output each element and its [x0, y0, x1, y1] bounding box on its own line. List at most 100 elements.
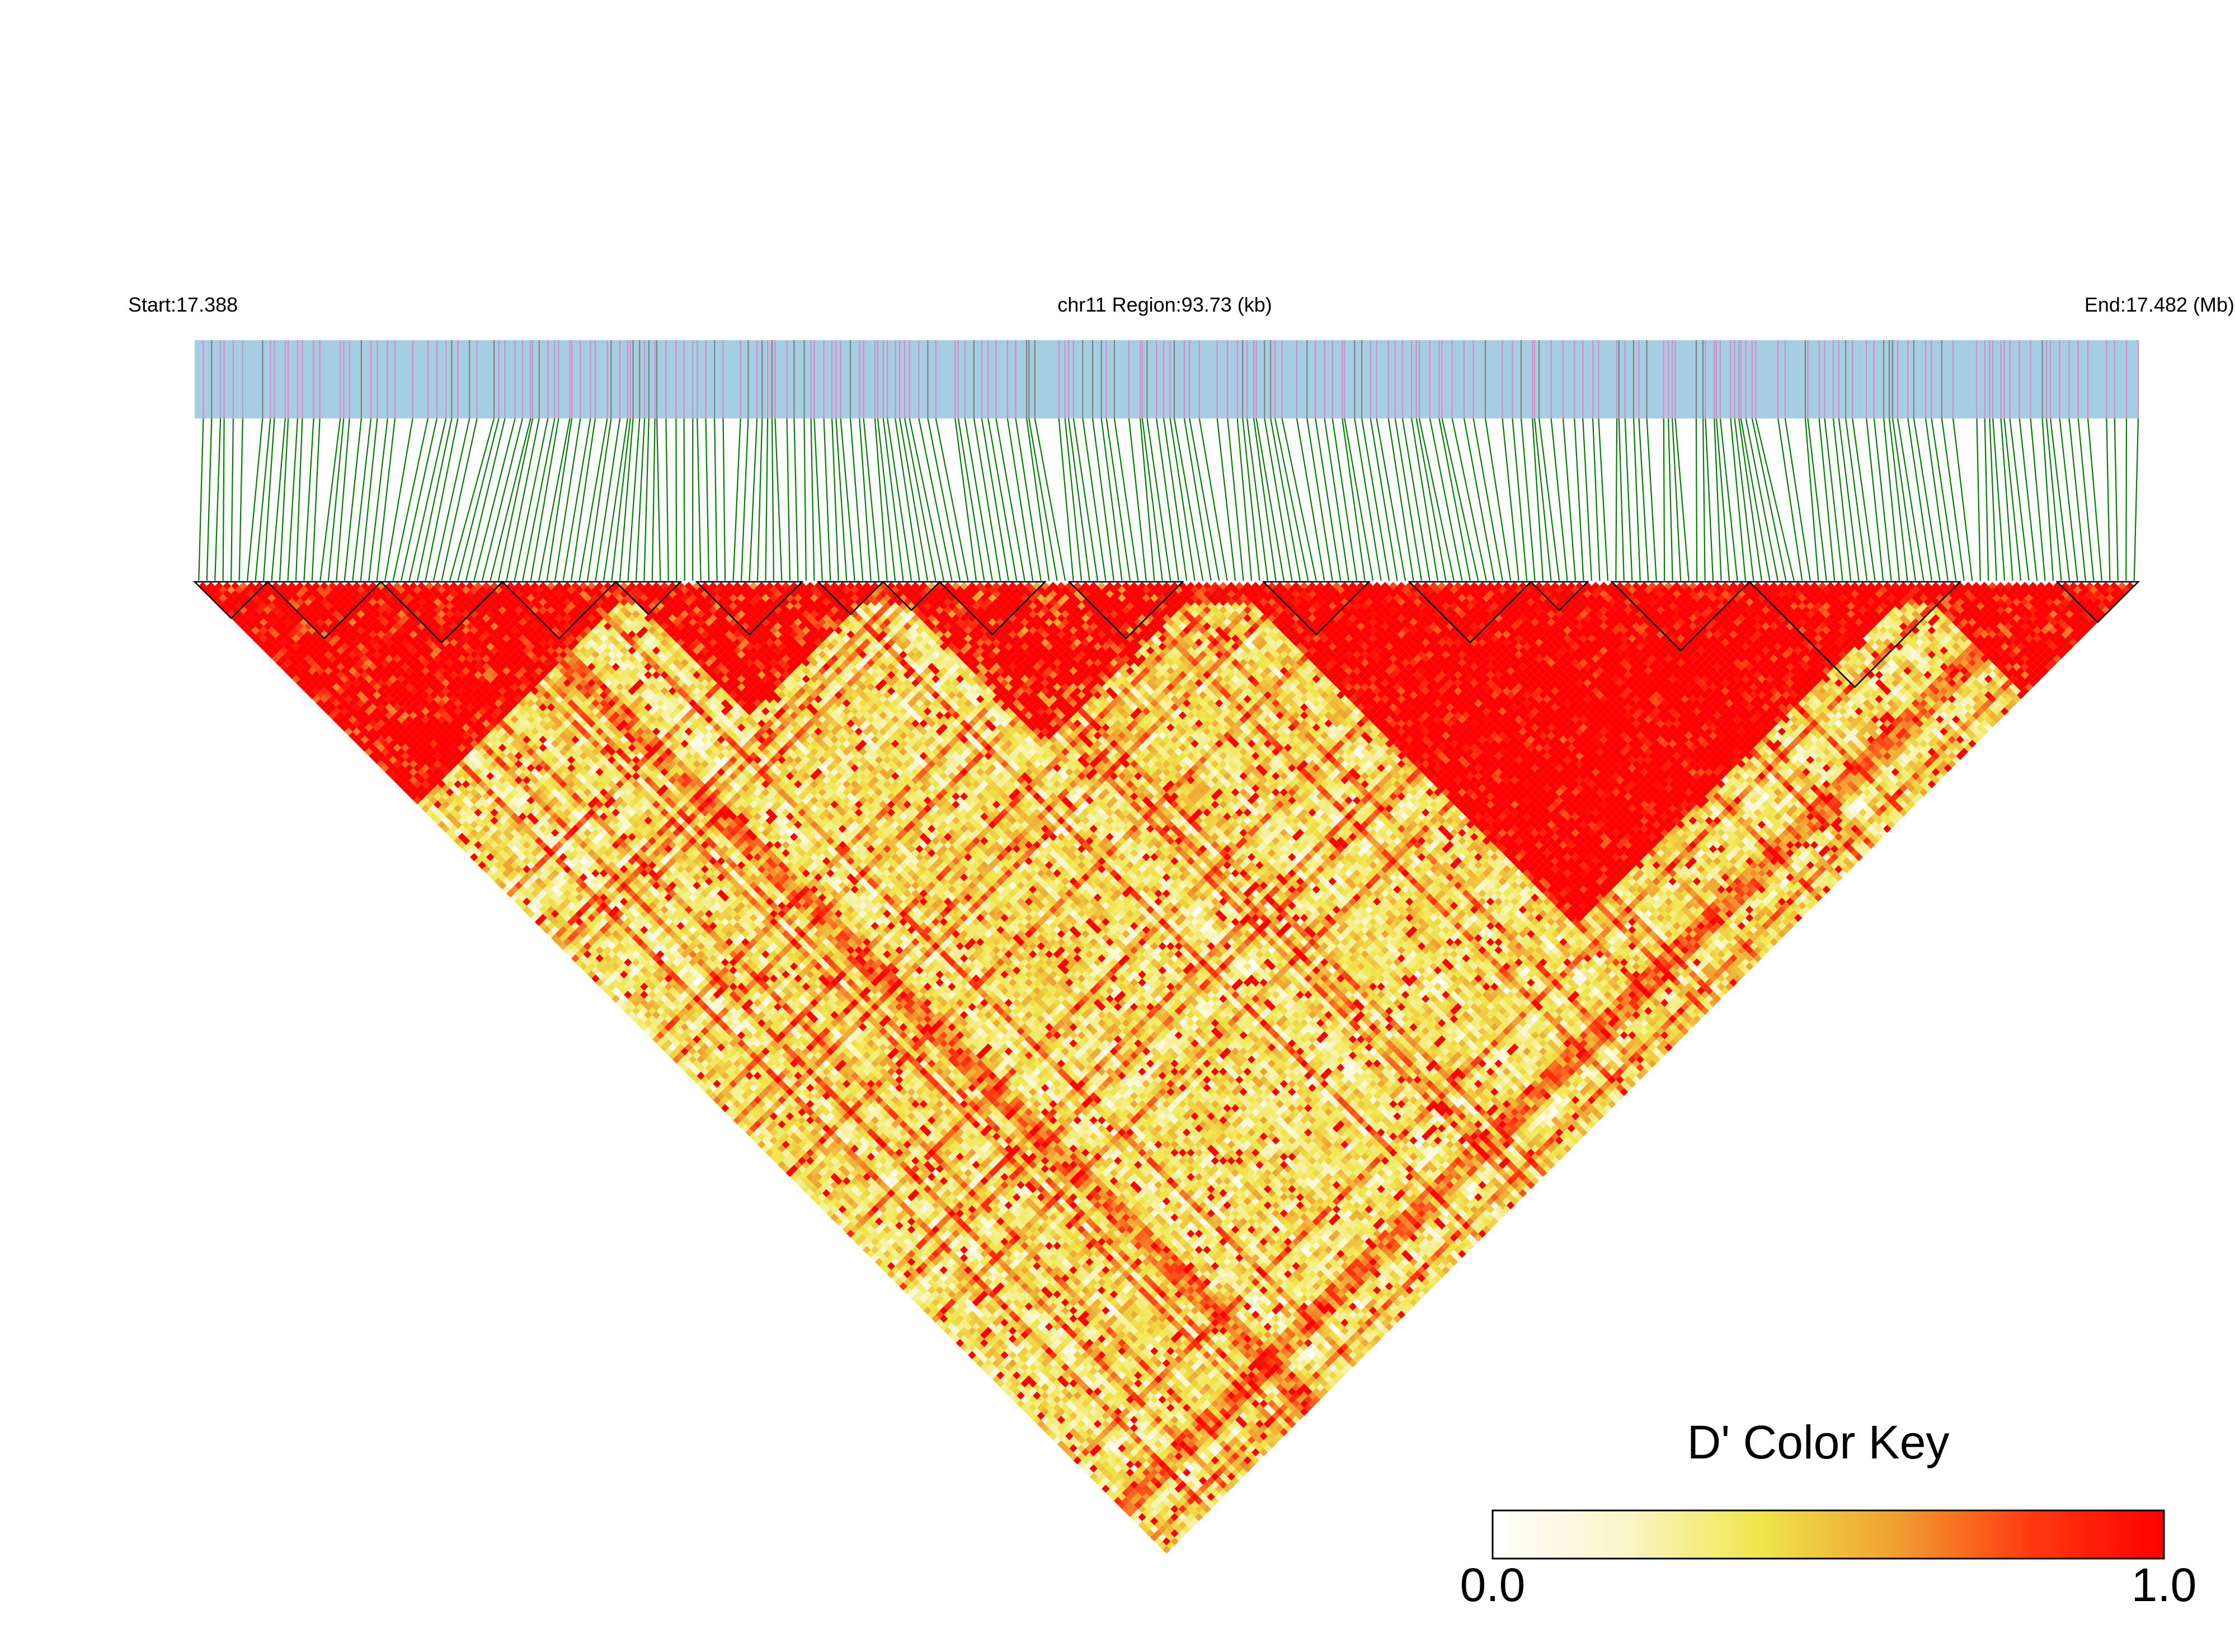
ld-cell [1462, 582, 1470, 590]
ld-cell [2069, 582, 2078, 590]
snp-connector [1738, 418, 1763, 581]
ld-cell [1251, 582, 1260, 590]
ld-cell [1429, 582, 1438, 590]
snp-connector [530, 418, 559, 581]
snp-connector [619, 418, 634, 581]
snp-connector [1672, 418, 1682, 581]
snp-connector [1091, 418, 1115, 581]
snp-connector [1852, 418, 1876, 581]
ld-cell [854, 582, 863, 590]
snp-connector [1410, 418, 1438, 581]
snp-connector [1354, 418, 1382, 581]
snp-connector [1401, 418, 1431, 581]
ld-cell [291, 586, 300, 594]
ld-cell [1681, 582, 1689, 590]
ld-cell [349, 586, 357, 594]
ld-cell [1721, 582, 1730, 590]
ld-cell [1705, 582, 1714, 590]
ld-cell [1875, 582, 1884, 590]
snp-connector [863, 418, 880, 581]
snp-connector [895, 418, 920, 581]
snp-connector [1415, 418, 1447, 581]
ld-cell [2021, 582, 2029, 590]
ld-cell [2037, 582, 2045, 590]
snp-connector [1695, 418, 1698, 581]
ld-cell [773, 582, 782, 590]
snp-connector [1598, 418, 1608, 581]
ld-cell [1794, 582, 1803, 590]
snp-connector [1897, 418, 1925, 581]
snp-connector [651, 418, 656, 581]
snp-connector [2059, 418, 2078, 581]
ld-cell [1089, 582, 1098, 590]
ld-cell [1996, 582, 2005, 590]
snp-connector [786, 418, 791, 581]
ld-cell [1761, 582, 1770, 590]
ld-cell [352, 582, 361, 590]
snp-connector [1441, 418, 1479, 581]
ld-cell [1947, 582, 1956, 590]
ld-cell [1826, 582, 1835, 590]
snp-connector [311, 418, 321, 581]
snp-connector [1520, 418, 1536, 581]
ld-cell [1276, 582, 1284, 590]
snp-connector [840, 418, 855, 581]
ld-cell [393, 582, 402, 590]
ld-cell [984, 582, 992, 590]
ld-cell [806, 582, 815, 590]
snp-connector [1183, 418, 1212, 581]
ld-cell [725, 582, 733, 590]
snp-connector [1824, 418, 1843, 581]
ld-cell [231, 582, 239, 590]
ld-cell [1745, 582, 1754, 590]
snp-connector [1274, 418, 1309, 581]
ld-cell [458, 582, 466, 590]
ld-cell [320, 582, 328, 590]
snp-connector [1755, 418, 1795, 581]
snp-connector [1173, 418, 1204, 581]
snp-connector [2133, 418, 2139, 581]
snp-connector [1163, 418, 1188, 581]
ld-cell [2126, 582, 2134, 590]
ld-cell [308, 586, 317, 594]
snp-connector [611, 418, 631, 581]
ld-cell [1024, 582, 1033, 590]
ld-cell [1413, 582, 1422, 590]
snp-connector [457, 418, 500, 581]
ld-cell [1818, 582, 1827, 590]
ld-cell [595, 582, 604, 590]
snp-connector [774, 418, 783, 581]
ld-cell [1988, 582, 1997, 590]
ld-cell [1583, 582, 1592, 590]
ld-cell [959, 582, 968, 590]
snp-connector [2049, 418, 2071, 581]
snp-connector [538, 418, 571, 581]
ld-cell [1980, 582, 1989, 590]
ld-cell [1357, 582, 1365, 590]
snp-connector [1387, 418, 1414, 581]
snp-connector [1015, 418, 1042, 581]
snp-connector [1502, 418, 1519, 581]
snp-connector [1242, 418, 1260, 581]
ld-cell [401, 582, 410, 590]
snp-connector [1702, 418, 1706, 581]
ld-cell [409, 582, 418, 590]
ld-cell [539, 582, 547, 590]
snp-connector [198, 418, 204, 581]
snp-connector [849, 418, 864, 581]
ld-cell [1632, 582, 1640, 590]
snp-connector [981, 418, 1009, 581]
ld-cell [550, 586, 559, 594]
snp-connector [656, 418, 661, 581]
ld-cell [1187, 582, 1195, 590]
snp-connector [1344, 418, 1374, 581]
snp-connector [2000, 418, 2013, 581]
ld-cell [1559, 582, 1568, 590]
snp-connector [1740, 418, 1771, 581]
snp-connector [1866, 418, 1884, 581]
ld-cell [1162, 582, 1171, 590]
ld-cell [2110, 582, 2118, 590]
ld-cell [465, 582, 474, 590]
snp-connector [635, 418, 646, 581]
ld-cell [1211, 582, 1220, 590]
